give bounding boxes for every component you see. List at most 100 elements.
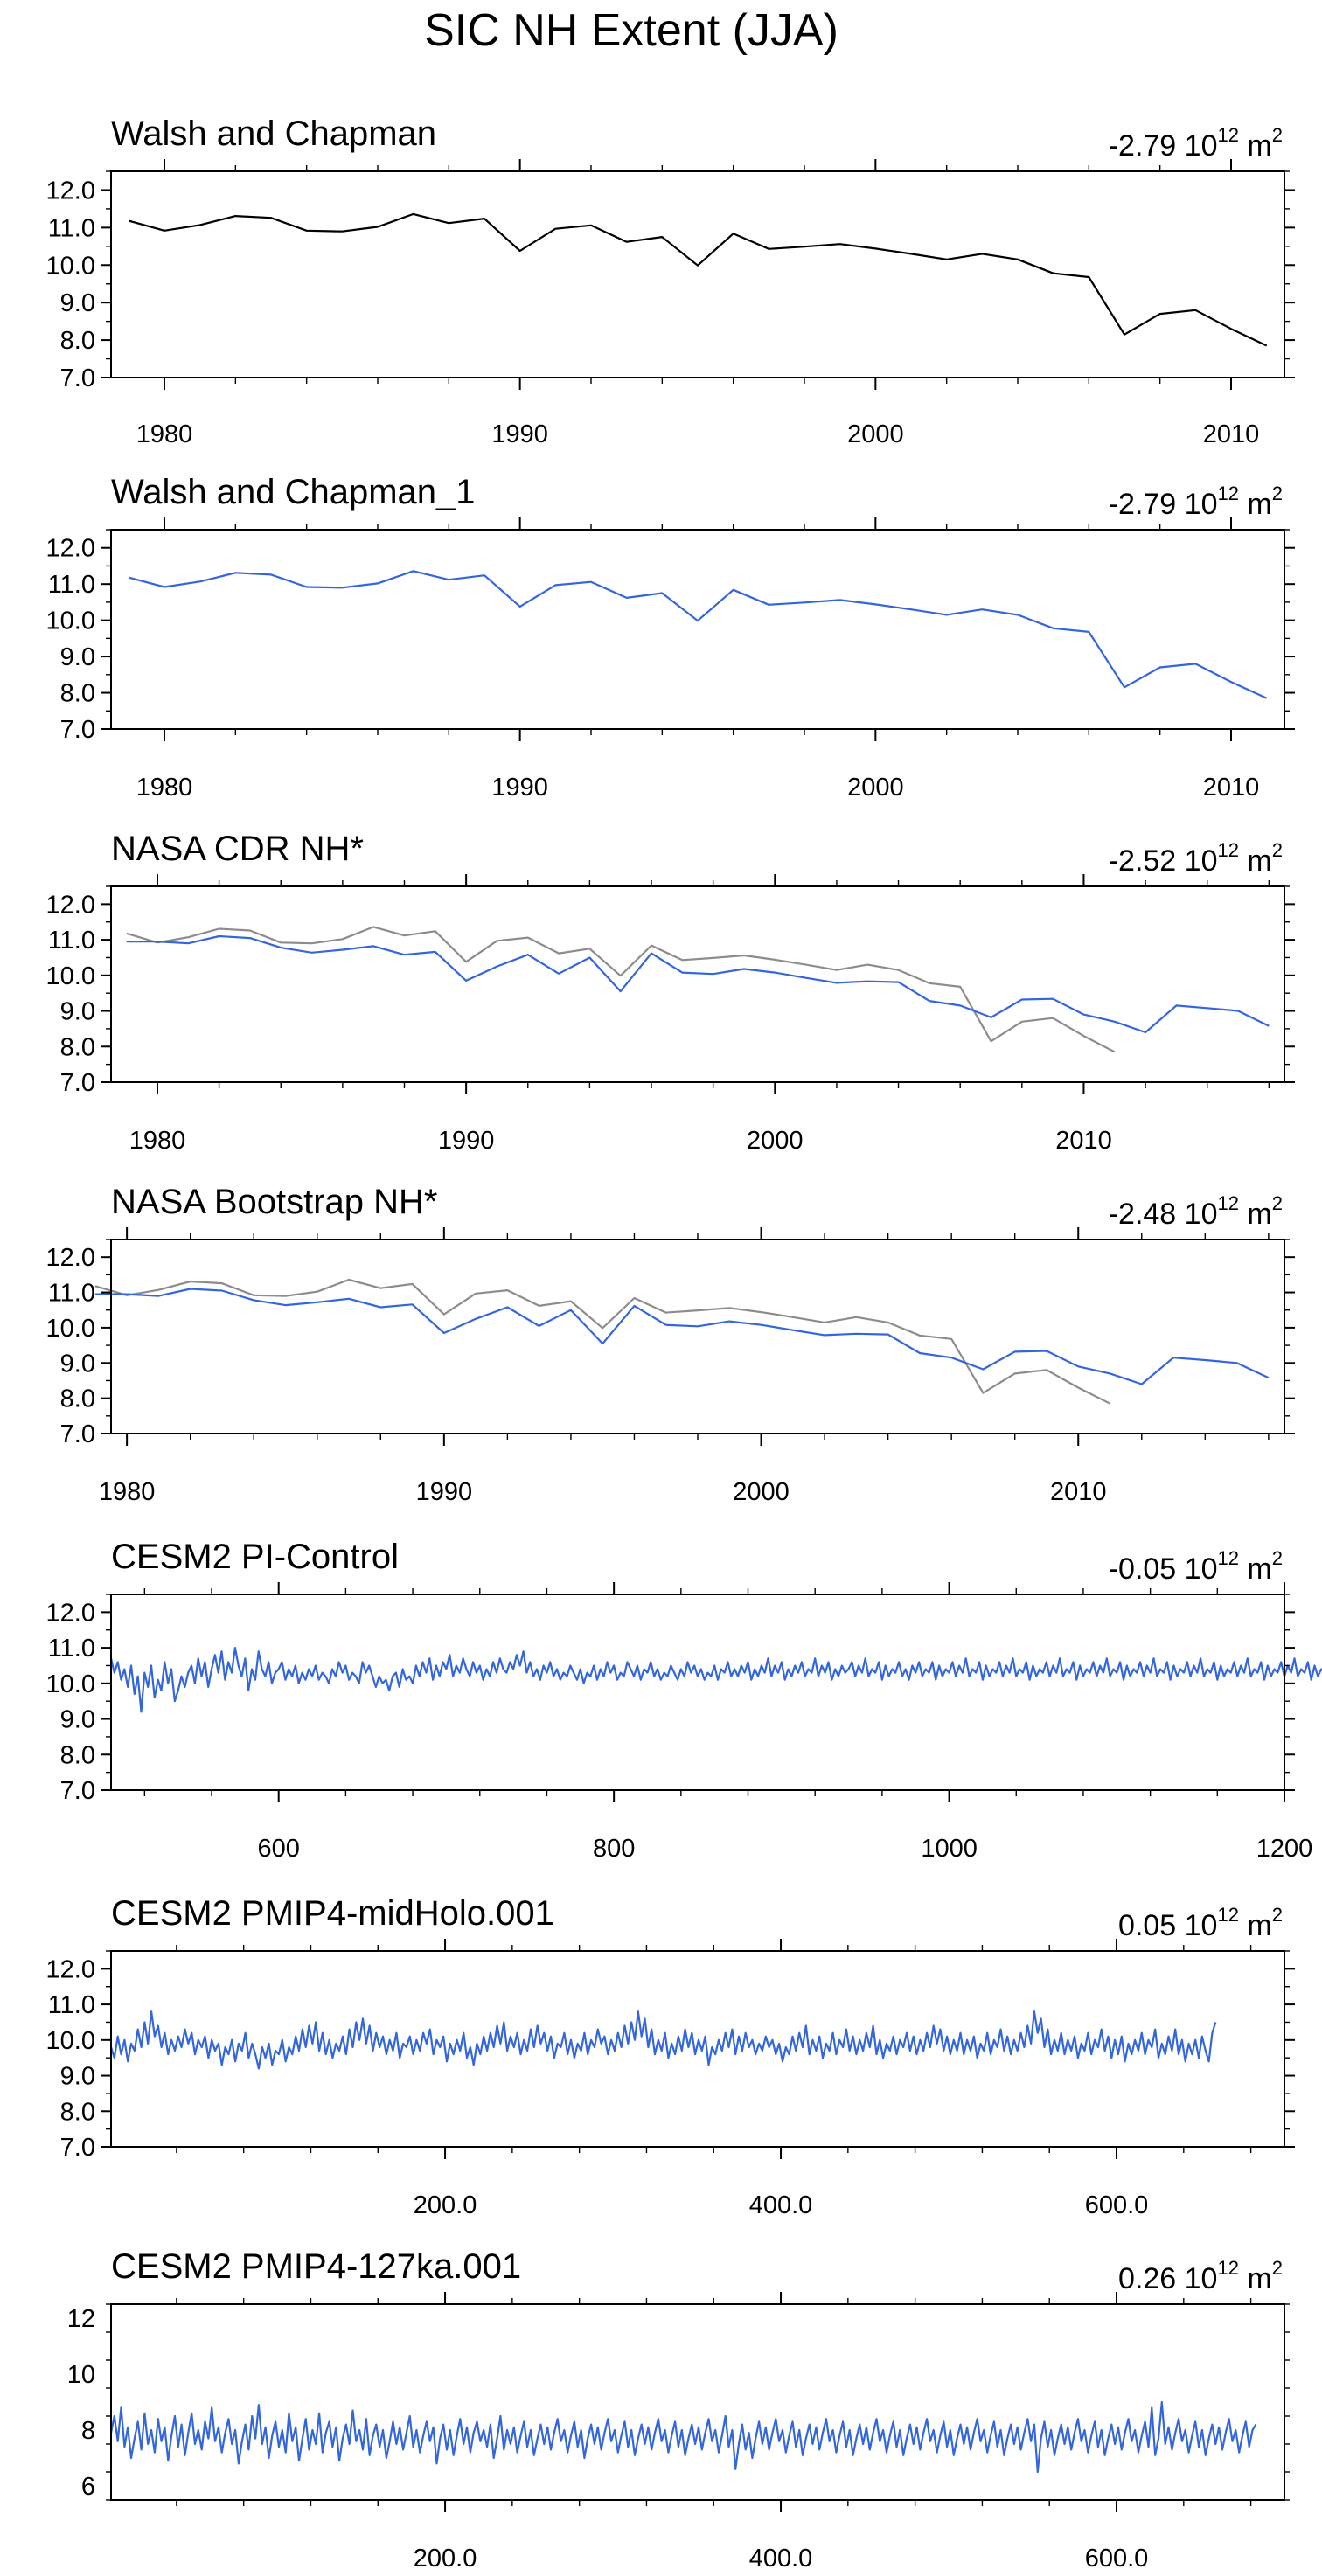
y-tick-label: 7.0 <box>60 1069 95 1097</box>
y-tick-label: 8.0 <box>60 1741 95 1769</box>
panel-5: CESM2 PI-Control -0.05 1012 m2 7.0 8.0 9.0 10… <box>46 1538 1322 1863</box>
panel-title: CESM2 PMIP4-127ka.001 <box>111 2247 521 2286</box>
y-tick-label: 9.0 <box>60 1350 95 1378</box>
panels: Walsh and Chapman -2.79 1012 m2 7.0 8.0 9.0 1… <box>46 115 1322 2573</box>
plot-frame <box>110 529 1285 730</box>
series-line <box>126 934 1270 1034</box>
y-tick-label: 8.0 <box>60 1033 95 1061</box>
x-tick-label: 2010 <box>1203 420 1260 448</box>
y-tick-label: 10.0 <box>46 252 95 280</box>
y-tick-label: 12.0 <box>46 177 95 205</box>
x-tick-label: 1990 <box>491 420 548 448</box>
x-tick-label: 1980 <box>99 1478 156 1506</box>
x-tick-label: 1000 <box>921 1835 978 1863</box>
y-tick-label: 7.0 <box>60 1420 95 1448</box>
x-tick-label: 1990 <box>438 1127 495 1155</box>
x-tick-label: 2010 <box>1055 1127 1112 1155</box>
y-tick-label: 10.0 <box>46 2027 95 2055</box>
series-line <box>129 212 1268 347</box>
series-line <box>126 926 1116 1053</box>
y-tick-label: 12.0 <box>46 1955 95 1983</box>
trend-label: -2.48 1012 m2 <box>1109 1192 1283 1231</box>
series-line <box>129 570 1268 699</box>
x-tick-label: 2000 <box>847 774 904 802</box>
y-tick-label: 9.0 <box>60 643 95 671</box>
panel-title: Walsh and Chapman_1 <box>111 473 476 511</box>
y-tick-label: 6 <box>81 2473 95 2501</box>
y-tick-label: 12.0 <box>46 1599 95 1627</box>
trend-label: -2.52 1012 m2 <box>1109 839 1283 878</box>
y-tick-label: 12.0 <box>46 535 95 563</box>
y-tick-label: 11.0 <box>48 927 95 955</box>
y-tick-label: 8 <box>81 2417 95 2445</box>
panel-6: CESM2 PMIP4-midHolo.001 0.05 1012 m2 7.0 8.… <box>46 1894 1295 2219</box>
y-tick-label: 8.0 <box>60 1385 95 1413</box>
trend-label: -0.05 1012 m2 <box>1109 1547 1283 1586</box>
x-tick-label: 200.0 <box>414 2545 477 2573</box>
y-tick-label: 10.0 <box>46 962 95 990</box>
y-tick-label: 10.0 <box>46 1315 95 1343</box>
trend-label: 0.26 1012 m2 <box>1118 2257 1283 2295</box>
y-tick-label: 9.0 <box>60 998 95 1026</box>
y-tick-label: 8.0 <box>60 327 95 355</box>
y-tick-label: 10 <box>67 2361 95 2389</box>
y-tick-label: 7.0 <box>60 365 95 392</box>
x-tick-label: 200.0 <box>414 2191 477 2219</box>
plot-frame <box>110 170 1285 378</box>
panel-4: NASA Bootstrap NH* -2.48 1012 m2 7.0 8.0 9.0… <box>46 1183 1295 1506</box>
y-tick-label: 11.0 <box>48 1991 95 2019</box>
panel-title: CESM2 PMIP4-midHolo.001 <box>111 1894 554 1933</box>
y-tick-label: 11.0 <box>48 571 95 599</box>
figure-title: SIC NH Extent (JJA) <box>424 5 838 56</box>
y-tick-label: 9.0 <box>60 289 95 317</box>
trend-label: 0.05 1012 m2 <box>1118 1904 1283 1942</box>
x-tick-label: 600.0 <box>1085 2191 1149 2219</box>
panel-title: NASA Bootstrap NH* <box>111 1183 438 1221</box>
y-tick-label: 8.0 <box>60 2098 95 2126</box>
plot-frame <box>110 1594 1285 1791</box>
y-tick-label: 10.0 <box>46 608 95 635</box>
y-tick-label: 10.0 <box>46 1670 95 1698</box>
y-tick-label: 11.0 <box>48 214 95 242</box>
series-line <box>109 2400 1257 2474</box>
panel-title: CESM2 PI-Control <box>111 1538 399 1576</box>
x-tick-label: 1990 <box>491 774 548 802</box>
x-tick-label: 600.0 <box>1085 2545 1149 2573</box>
series-line <box>109 2010 1217 2070</box>
series-line <box>94 1278 1110 1405</box>
y-tick-label: 7.0 <box>60 2134 95 2162</box>
x-tick-label: 800 <box>593 1835 635 1863</box>
y-tick-label: 12.0 <box>46 891 95 919</box>
series-line <box>94 1288 1270 1385</box>
x-tick-label: 2010 <box>1203 774 1260 802</box>
y-tick-label: 12 <box>67 2305 95 2333</box>
x-tick-label: 1980 <box>136 774 193 802</box>
y-tick-label: 8.0 <box>60 680 95 708</box>
panel-2: Walsh and Chapman_1 -2.79 1012 m2 7.0 8.0 9.… <box>46 473 1295 802</box>
x-tick-label: 2000 <box>747 1127 804 1155</box>
y-tick-label: 11.0 <box>48 1635 95 1663</box>
x-tick-label: 1980 <box>136 420 193 448</box>
x-tick-label: 1980 <box>129 1127 186 1155</box>
trend-label: -2.79 1012 m2 <box>1109 483 1283 521</box>
trend-label: -2.79 1012 m2 <box>1109 124 1283 163</box>
plot-frame <box>110 2303 1285 2501</box>
x-tick-label: 400.0 <box>749 2545 813 2573</box>
y-tick-label: 7.0 <box>60 716 95 744</box>
x-tick-label: 600 <box>258 1835 300 1863</box>
y-tick-label: 11.0 <box>48 1280 95 1308</box>
plot-frame <box>110 885 1285 1083</box>
y-tick-label: 9.0 <box>60 1706 95 1734</box>
x-tick-label: 1990 <box>416 1478 473 1506</box>
x-tick-label: 2010 <box>1050 1478 1107 1506</box>
y-tick-label: 7.0 <box>60 1777 95 1805</box>
plot-frame <box>110 1239 1285 1434</box>
panel-title: NASA CDR NH* <box>111 830 364 868</box>
x-tick-label: 2000 <box>733 1478 790 1506</box>
series-line <box>109 1647 1322 1713</box>
x-tick-label: 1200 <box>1256 1835 1313 1863</box>
panel-1: Walsh and Chapman -2.79 1012 m2 7.0 8.0 9.0 1… <box>46 115 1295 448</box>
y-tick-label: 9.0 <box>60 2063 95 2091</box>
y-tick-label: 12.0 <box>46 1244 95 1272</box>
